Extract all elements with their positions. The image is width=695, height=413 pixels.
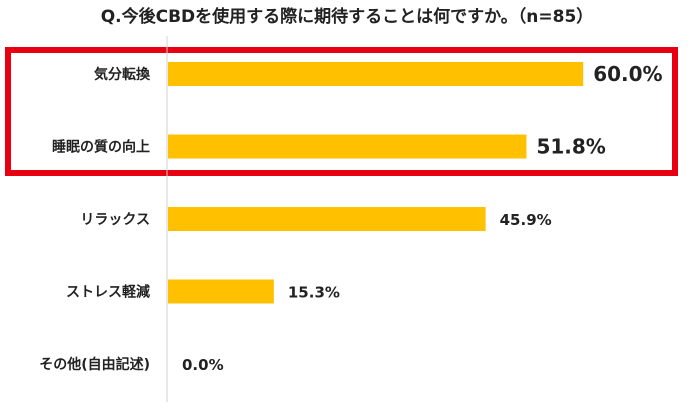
highlight-box [5, 47, 678, 176]
category-label-4: その他(自由記述) [39, 356, 150, 373]
category-label-3: ストレス軽減 [66, 284, 150, 301]
bar-1 [168, 134, 527, 159]
category-label-1: 睡眠の質の向上 [52, 139, 150, 156]
value-label-1: 51.8% [536, 135, 605, 159]
value-label-2: 45.9% [500, 211, 552, 229]
value-label-4: 0.0% [182, 356, 224, 374]
bar-0 [168, 62, 584, 86]
bars [168, 62, 584, 304]
category-label-2: リラックス [80, 212, 150, 228]
value-label-3: 15.3% [288, 284, 340, 302]
bar-3 [168, 279, 274, 304]
chart-title: Q.今後CBDを使用する際に期待することは何ですか。（n=85） [101, 6, 594, 27]
value-labels: 60.0% 51.8% 45.9% 15.3% 0.0% [182, 62, 663, 374]
bar-2 [168, 207, 486, 231]
category-label-0: 気分転換 [94, 66, 151, 83]
value-label-0: 60.0% [593, 62, 662, 86]
